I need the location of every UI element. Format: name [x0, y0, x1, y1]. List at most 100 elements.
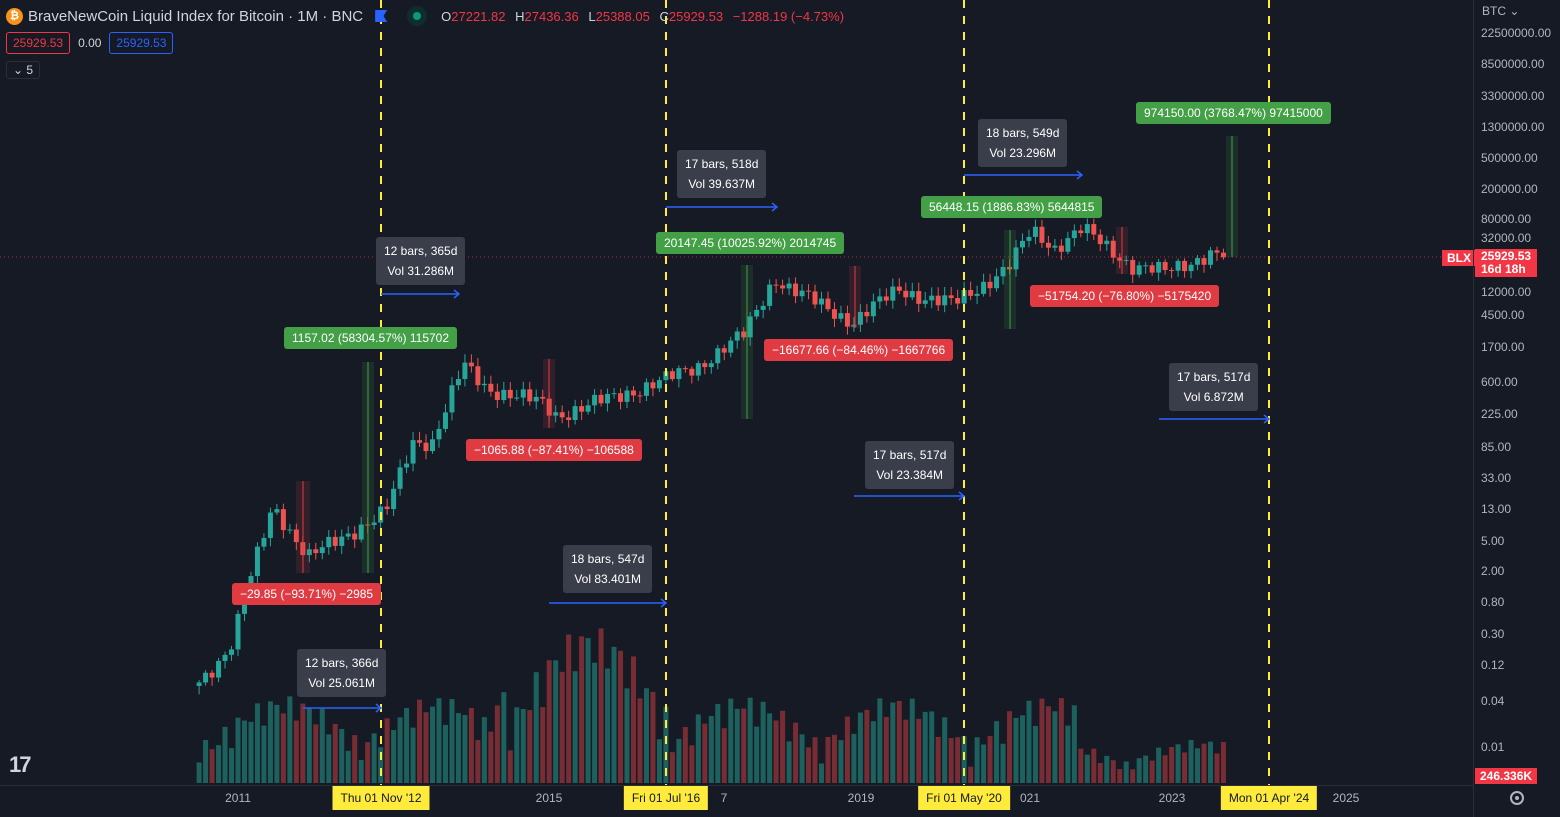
candle-body [896, 286, 902, 291]
candle-body [773, 284, 779, 286]
volume-bar [1156, 747, 1162, 783]
volume-bar [1019, 715, 1025, 783]
candle-body [1208, 250, 1213, 265]
candle-body [929, 295, 935, 301]
volume-bar [676, 738, 682, 783]
volume-bar [287, 696, 293, 783]
currency-selector[interactable]: BTC ⌄ [1482, 4, 1520, 18]
candle-body [1136, 265, 1142, 275]
volume-bar [754, 726, 760, 783]
candle-body [812, 291, 818, 305]
volume-bar [229, 748, 235, 783]
date-range-label[interactable]: 17 bars, 518d Vol 39.637M [677, 150, 767, 198]
date-range-label[interactable]: 18 bars, 549d Vol 23.296M [978, 119, 1068, 167]
candle-body [455, 379, 461, 386]
flag-icon[interactable] [375, 10, 388, 22]
candle-body [559, 412, 565, 418]
date-range-arrows[interactable] [303, 170, 1271, 713]
price-range-label[interactable]: −1065.88 (−87.41%) −106588 [466, 439, 642, 461]
candle-body [974, 293, 980, 296]
price-range-label[interactable]: 974150.00 (3768.47%) 97415000 [1136, 102, 1331, 124]
volume-bar [786, 741, 792, 783]
price-tick: 13.00 [1481, 502, 1512, 516]
price-range-label[interactable]: −51754.20 (−76.80%) −5175420 [1030, 285, 1220, 307]
volume-bar [501, 692, 507, 783]
eye-icon[interactable] [1510, 791, 1524, 805]
candle-body [442, 412, 448, 429]
volume-bar [436, 698, 442, 783]
price-tick: 600.00 [1481, 375, 1518, 389]
candle-body [857, 311, 863, 325]
candle-body [1052, 245, 1058, 248]
symbol-header[interactable]: ₿ BraveNewCoin Liquid Index for Bitcoin … [6, 6, 850, 26]
candle-body [806, 290, 812, 292]
date-range-label[interactable]: 17 bars, 517d Vol 6.872M [1169, 363, 1259, 411]
price-tick: 200000.00 [1481, 182, 1538, 196]
candle-body [494, 391, 500, 401]
sell-button[interactable]: 25929.53 [6, 32, 71, 54]
date-range-label[interactable]: 18 bars, 547d Vol 83.401M [563, 545, 653, 593]
candle-body [430, 439, 435, 452]
candle-body [981, 281, 987, 294]
price-tick: 1700.00 [1481, 340, 1525, 354]
price-range-label[interactable]: −29.85 (−93.71%) −2985 [232, 583, 382, 605]
volume-bar [767, 713, 773, 783]
candle-body [844, 313, 850, 327]
candle-body [423, 442, 429, 452]
price-range-label[interactable]: 1157.02 (58304.57%) 115702 [284, 327, 458, 349]
volume-bar [468, 707, 474, 783]
price-tick: 85.00 [1481, 440, 1512, 454]
volume-bar [572, 671, 578, 783]
tradingview-logo[interactable]: 17 [9, 752, 32, 777]
last-price-label: 25929.53 16d 18h [1475, 249, 1538, 277]
candle-body [1097, 234, 1103, 245]
volume-bar [1220, 742, 1226, 783]
price-range-label[interactable]: 20147.45 (10025.92%) 2014745 [656, 232, 845, 254]
price-axis[interactable]: BTC ⌄ 22500000.00 8500000.00 3300000.00 130… [1473, 0, 1560, 817]
candle-body [384, 506, 390, 510]
price-tick: 3300000.00 [1481, 89, 1545, 103]
symbol-title[interactable]: BraveNewCoin Liquid Index for Bitcoin · … [28, 7, 364, 25]
volume-bar [1000, 743, 1006, 783]
volume-bar [702, 723, 708, 783]
time-axis[interactable]: 2011 2015 2019 2023 2025 7 021 Thu 01 No… [0, 785, 1473, 810]
volume-bar [410, 727, 416, 783]
volume-bar [1117, 769, 1123, 783]
candle-body [987, 281, 993, 289]
volume-bar [293, 720, 299, 783]
volume-bar [643, 688, 649, 783]
date-range-label[interactable]: 12 bars, 366d Vol 25.061M [297, 649, 387, 697]
indicators-collapse-button[interactable]: ⌄ 5 [6, 61, 41, 79]
candle-body [1130, 259, 1136, 275]
candle-body [254, 546, 260, 577]
volume-bar [715, 703, 721, 783]
candle-body [203, 672, 209, 683]
candle-body [1000, 266, 1006, 277]
volume-bar [1007, 711, 1013, 783]
buy-button[interactable]: 25929.53 [109, 32, 174, 54]
candle-body [637, 395, 643, 397]
candle-body [767, 284, 773, 306]
candle-body [955, 298, 961, 304]
candle-body [293, 529, 299, 543]
price-range-label[interactable]: 56448.15 (1886.83%) 5644815 [921, 196, 1103, 218]
price-tick: 0.80 [1481, 595, 1505, 609]
price-tick: 5.00 [1481, 534, 1505, 548]
volume-bar [430, 706, 435, 783]
candle-body [1039, 226, 1045, 243]
price-range-label[interactable]: −16677.66 (−84.46%) −1667766 [764, 339, 954, 361]
volume-bar [1039, 698, 1045, 783]
marker-vertical-lines[interactable] [380, 0, 1270, 785]
date-range-label[interactable]: 17 bars, 517d Vol 23.384M [865, 441, 955, 489]
price-chart[interactable] [0, 0, 1473, 785]
date-range-label[interactable]: 12 bars, 365d Vol 31.286M [376, 237, 466, 285]
volume-bar [870, 721, 876, 783]
candle-body [1117, 257, 1123, 261]
candle-body [1188, 264, 1194, 272]
time-marker-label: Thu 01 Nov '12 [332, 786, 430, 810]
bitcoin-icon: ₿ [6, 7, 23, 25]
volume-bar [481, 717, 487, 783]
volume-bar [806, 747, 812, 783]
price-range-shapes[interactable] [296, 136, 1238, 573]
market-status-icon[interactable] [407, 6, 428, 26]
